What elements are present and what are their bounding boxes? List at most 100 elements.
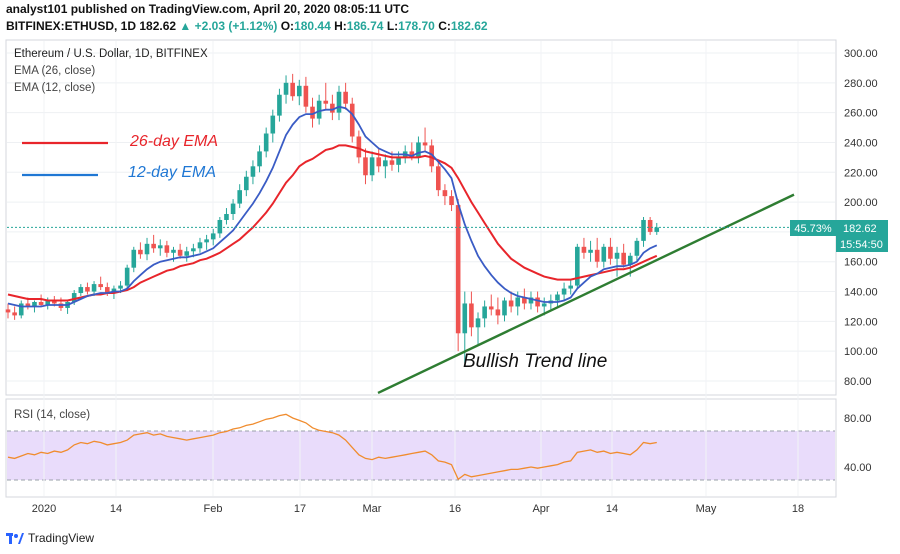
open-label: O: xyxy=(280,19,295,33)
candle-body xyxy=(197,242,203,249)
y-tick-label: 160.00 xyxy=(844,257,878,269)
high-value: 186.74 xyxy=(346,19,384,33)
candle-body xyxy=(38,301,44,305)
tradingview-icon xyxy=(6,532,24,544)
x-tick-label: 2020 xyxy=(32,503,56,515)
main-pane[interactable] xyxy=(5,39,837,396)
x-tick-label: 18 xyxy=(792,503,804,515)
rsi-tick-label: 80.00 xyxy=(844,413,872,425)
x-tick-label: 17 xyxy=(294,503,306,515)
y-tick-label: 200.00 xyxy=(844,197,878,209)
countdown-badge: 15:54:50 xyxy=(840,239,883,251)
y-tick-label: 300.00 xyxy=(844,48,878,60)
candle-body xyxy=(323,100,329,104)
candle-body xyxy=(32,301,37,307)
y-tick-label: 100.00 xyxy=(844,346,878,358)
candle-body xyxy=(376,157,382,167)
open-value: 180.44 xyxy=(294,19,331,33)
candle-body xyxy=(568,285,573,289)
x-tick-label: 14 xyxy=(110,503,122,515)
candle-body xyxy=(528,297,534,304)
candle-body xyxy=(462,303,468,334)
last-price: 182.62 xyxy=(139,19,177,33)
candle-body xyxy=(601,246,607,262)
candle-body xyxy=(118,285,123,289)
candle-body xyxy=(482,306,487,319)
candle-body xyxy=(608,246,613,259)
candle-body xyxy=(469,303,474,328)
candle-body xyxy=(502,300,507,316)
candle-body xyxy=(164,245,170,253)
candle-body xyxy=(184,251,190,256)
candle-body xyxy=(217,219,223,234)
candle-body xyxy=(594,249,600,262)
y-tick-label: 220.00 xyxy=(844,167,878,179)
symbol-label[interactable]: BITFINEX:ETHUSD, 1D xyxy=(6,19,137,33)
ema26-line xyxy=(7,144,658,302)
ema12-line xyxy=(7,105,658,308)
candle-body xyxy=(98,284,103,288)
candle-body xyxy=(250,166,256,177)
candle-body xyxy=(535,297,540,307)
x-tick-label: Feb xyxy=(204,503,223,515)
x-tick-label: May xyxy=(696,503,717,515)
x-tick-label: 14 xyxy=(606,503,618,515)
candle-body xyxy=(138,249,143,255)
candle-body xyxy=(654,227,660,232)
candle-body xyxy=(191,248,196,252)
x-tick-label: 16 xyxy=(449,503,461,515)
y-tick-label: 80.00 xyxy=(844,376,872,388)
candle-body xyxy=(45,300,51,305)
candle-body xyxy=(25,303,31,307)
candle-body xyxy=(131,249,137,268)
symbol-ohlc-line: BITFINEX:ETHUSD, 1D 182.62 ▲ +2.03 (+1.1… xyxy=(6,19,488,33)
candle-body xyxy=(416,142,421,158)
candle-body xyxy=(383,160,388,167)
candle-body xyxy=(488,306,494,310)
candle-body xyxy=(290,82,295,97)
percent-badge: 45.73% xyxy=(794,223,832,235)
y-tick-label: 120.00 xyxy=(844,316,878,328)
candle-body xyxy=(85,287,90,292)
candle-body xyxy=(627,255,633,265)
ann-ema12-label: 12-day EMA xyxy=(128,164,216,181)
candle-body xyxy=(581,246,587,253)
high-label: H: xyxy=(334,19,347,33)
candle-body xyxy=(283,82,289,95)
candle-body xyxy=(429,145,434,167)
candle-body xyxy=(515,297,521,307)
candle-body xyxy=(18,303,24,316)
time-axis[interactable]: 2020 14 Feb 17 Mar 16 Apr 14 May 18 xyxy=(32,503,804,515)
grid xyxy=(7,41,835,496)
candle-body xyxy=(522,297,527,304)
chart-title: Ethereum / U.S. Dollar, 1D, BITFINEX xyxy=(14,48,208,60)
candle-body xyxy=(330,103,335,113)
candle-body xyxy=(224,214,229,220)
candle-body xyxy=(409,151,415,158)
candle-body xyxy=(356,136,362,158)
candle-body xyxy=(621,252,626,265)
candle-body xyxy=(436,166,441,191)
close-value: 182.62 xyxy=(450,19,488,33)
price-badge-bg xyxy=(836,220,888,236)
candle-body xyxy=(349,103,355,137)
candle-body xyxy=(237,190,242,204)
candles xyxy=(5,73,660,364)
candle-body xyxy=(634,240,640,256)
tradingview-brand: TradingView xyxy=(28,531,95,545)
candle-body xyxy=(230,203,236,215)
price-badge: 182.62 xyxy=(843,223,877,235)
trend-label: Bullish Trend line xyxy=(463,351,607,372)
ema26-legend: EMA (26, close) xyxy=(14,65,95,77)
candle-body xyxy=(369,157,375,176)
publish-info: analyst101 published on TradingView.com,… xyxy=(6,2,410,16)
candle-body xyxy=(475,318,481,328)
change-arrow-icon: ▲ xyxy=(179,19,192,33)
candle-body xyxy=(124,267,130,286)
candle-body xyxy=(310,106,315,119)
tradingview-logo[interactable]: TradingView xyxy=(6,531,94,545)
candle-body xyxy=(52,300,57,304)
price-axis[interactable]: 300.00280.00260.00240.00220.00200.00180.… xyxy=(844,48,878,388)
candle-body xyxy=(561,288,567,295)
